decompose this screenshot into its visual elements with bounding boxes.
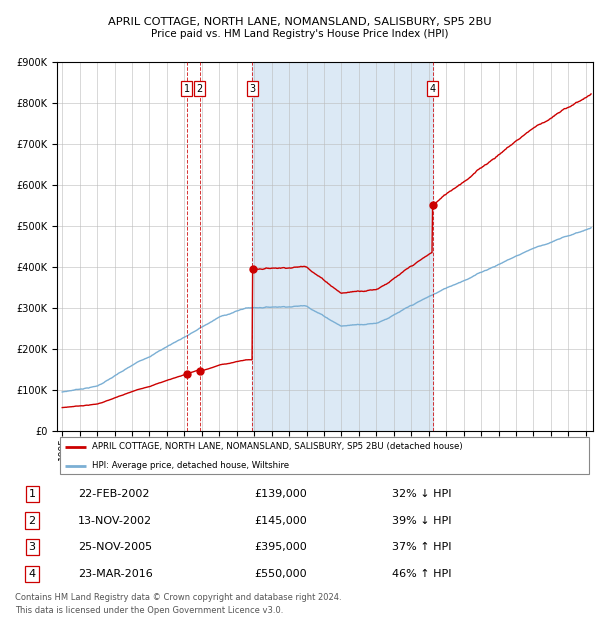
- Text: 3: 3: [250, 84, 256, 94]
- Text: 37% ↑ HPI: 37% ↑ HPI: [392, 542, 452, 552]
- Text: Price paid vs. HM Land Registry's House Price Index (HPI): Price paid vs. HM Land Registry's House …: [151, 29, 449, 39]
- Text: £395,000: £395,000: [254, 542, 307, 552]
- Text: 2: 2: [29, 516, 36, 526]
- Text: 4: 4: [430, 84, 436, 94]
- Text: £145,000: £145,000: [254, 516, 307, 526]
- Text: This data is licensed under the Open Government Licence v3.0.: This data is licensed under the Open Gov…: [15, 606, 283, 614]
- Text: £550,000: £550,000: [254, 569, 307, 579]
- FancyBboxPatch shape: [59, 437, 589, 474]
- Text: £139,000: £139,000: [254, 489, 307, 499]
- Bar: [253, 62, 433, 431]
- Text: 3: 3: [29, 542, 35, 552]
- Text: APRIL COTTAGE, NORTH LANE, NOMANSLAND, SALISBURY, SP5 2BU: APRIL COTTAGE, NORTH LANE, NOMANSLAND, S…: [108, 17, 492, 27]
- Text: APRIL COTTAGE, NORTH LANE, NOMANSLAND, SALISBURY, SP5 2BU (detached house): APRIL COTTAGE, NORTH LANE, NOMANSLAND, S…: [92, 442, 463, 451]
- Text: 1: 1: [184, 84, 190, 94]
- Text: Contains HM Land Registry data © Crown copyright and database right 2024.: Contains HM Land Registry data © Crown c…: [15, 593, 341, 601]
- Text: 4: 4: [29, 569, 36, 579]
- Text: 13-NOV-2002: 13-NOV-2002: [78, 516, 152, 526]
- Text: HPI: Average price, detached house, Wiltshire: HPI: Average price, detached house, Wilt…: [92, 461, 289, 471]
- Text: 22-FEB-2002: 22-FEB-2002: [78, 489, 150, 499]
- Text: 23-MAR-2016: 23-MAR-2016: [78, 569, 153, 579]
- Text: 25-NOV-2005: 25-NOV-2005: [78, 542, 152, 552]
- Text: 32% ↓ HPI: 32% ↓ HPI: [392, 489, 452, 499]
- Text: 46% ↑ HPI: 46% ↑ HPI: [392, 569, 452, 579]
- Text: 39% ↓ HPI: 39% ↓ HPI: [392, 516, 452, 526]
- Text: 1: 1: [29, 489, 35, 499]
- Text: 2: 2: [196, 84, 203, 94]
